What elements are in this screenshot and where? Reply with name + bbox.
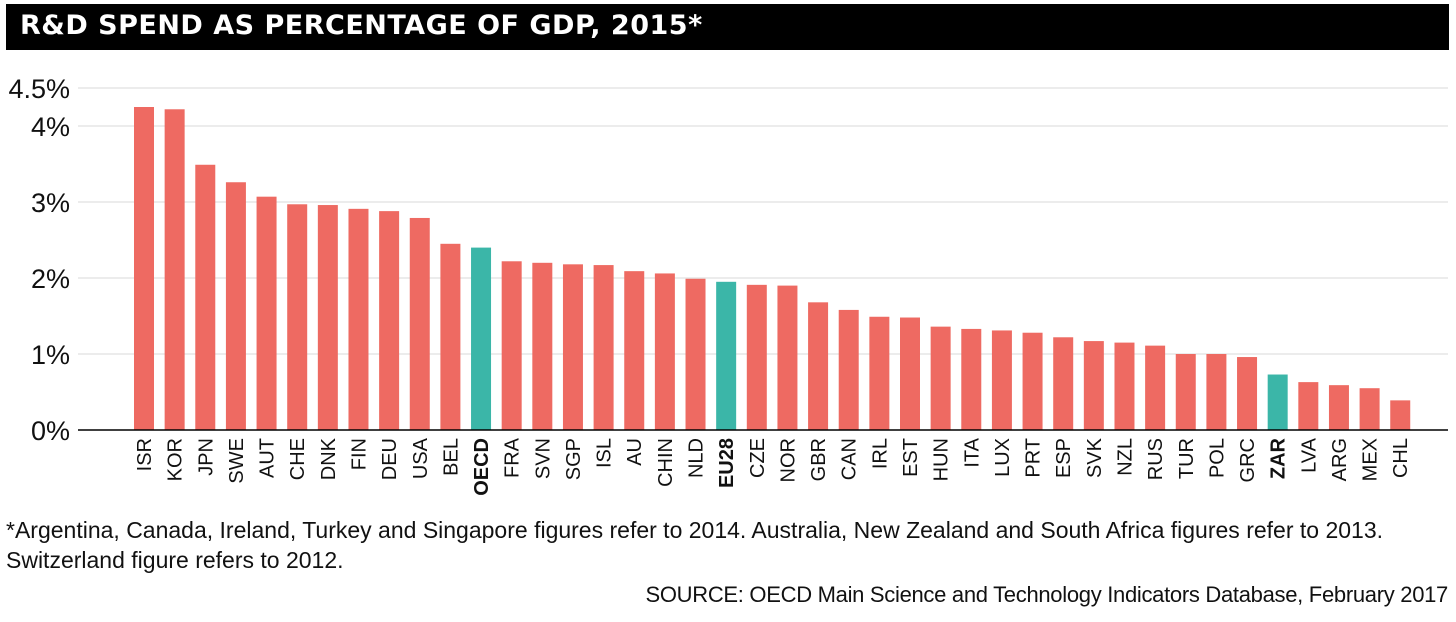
bar [1328, 385, 1349, 430]
x-tick-label: GRC [1237, 438, 1259, 482]
bar [685, 278, 706, 430]
x-tick-label: ISR [134, 438, 156, 471]
y-tick-label: 2% [31, 264, 70, 294]
bar [256, 196, 277, 430]
x-tick-label: CHE [287, 438, 309, 480]
bar [1175, 354, 1196, 430]
bar [317, 205, 338, 430]
bar [746, 284, 767, 430]
x-tick-label: JPN [195, 438, 217, 476]
y-tick-label: 4.5% [8, 74, 70, 104]
x-tick-label: CHIN [655, 438, 677, 487]
x-tick-label: USA [410, 437, 432, 479]
bar [134, 107, 154, 430]
bar-chart: 0% 1% 2% 3% 4% 4.5% ISR KOR JPN SWE AUT CHE DNK FIN DE… [8, 74, 1448, 496]
bar [562, 264, 583, 430]
bar [225, 182, 246, 430]
bar [1390, 400, 1411, 430]
x-tick-label: AU [624, 438, 646, 466]
bar [164, 109, 185, 430]
x-tick-label: SWE [226, 438, 248, 484]
x-tick-label: ZAR [1268, 437, 1290, 479]
bar [593, 265, 614, 430]
x-tick-label: CHL [1390, 438, 1412, 478]
x-tick-label: HUN [931, 438, 953, 481]
x-tick-label: ARG [1329, 438, 1351, 481]
y-tick-label: 3% [31, 188, 70, 218]
x-tick-label: SVN [532, 438, 554, 479]
title-bar: R&D SPEND AS PERCENTAGE OF GDP, 2015* [6, 4, 1449, 50]
bar [1145, 345, 1166, 430]
x-tick-label: LUX [992, 438, 1014, 477]
x-tick-label: OECD [471, 438, 493, 496]
bar [1267, 374, 1288, 430]
x-tick-label: FIN [348, 438, 370, 470]
bar [532, 262, 553, 430]
x-tick-label: ESP [1053, 438, 1075, 478]
y-tick-label: 4% [31, 112, 70, 142]
bar [869, 316, 890, 430]
bar [379, 211, 400, 430]
x-tick-label: SGP [563, 438, 585, 480]
x-tick-label: PRT [1023, 438, 1045, 478]
bar [440, 243, 461, 430]
x-tick-label: CAN [839, 438, 861, 480]
bar [1083, 341, 1104, 430]
x-tick-label: NLD [686, 438, 708, 478]
bar [991, 330, 1012, 430]
x-tick-label: DEU [379, 438, 401, 480]
bar [1114, 342, 1135, 430]
x-tick-label: DNK [318, 437, 340, 480]
bar [287, 204, 308, 430]
chart-title: R&D SPEND AS PERCENTAGE OF GDP, 2015* [20, 10, 703, 41]
x-tick-label: AUT [257, 438, 279, 478]
x-tick-label: MEX [1360, 438, 1382, 481]
x-tick-label: POL [1206, 438, 1228, 478]
bar [624, 271, 645, 430]
bar [501, 261, 522, 430]
footnote-line-2: Switzerland figure refers to 2012. [6, 547, 344, 573]
y-tick-label: 0% [31, 416, 70, 446]
x-tick-label: FRA [502, 437, 524, 478]
bar [1359, 388, 1380, 430]
bar [900, 317, 920, 430]
bar [348, 208, 369, 430]
bar [471, 247, 492, 430]
x-tick-label: EU28 [716, 438, 738, 488]
bar [961, 328, 982, 430]
bar [716, 281, 737, 430]
x-tick-label: LVA [1298, 437, 1320, 472]
x-tick-label: EST [900, 438, 922, 477]
source-note: SOURCE: OECD Main Science and Technology… [645, 582, 1448, 607]
x-tick-label: KOR [165, 438, 187, 481]
bar [777, 285, 798, 430]
bar [409, 217, 430, 430]
bar [1022, 332, 1043, 430]
x-tick-label: CZE [747, 438, 769, 478]
x-tick-label: TUR [1176, 438, 1198, 479]
bar [808, 302, 829, 430]
bar [1206, 354, 1227, 430]
bar [654, 273, 675, 430]
x-tick-label: GBR [808, 438, 830, 481]
x-tick-label: NOR [777, 438, 799, 482]
x-tick-label: ITA [961, 437, 983, 467]
y-tick-label: 1% [31, 340, 70, 370]
bar [1237, 357, 1258, 430]
x-tick-label: BEL [440, 438, 462, 476]
footnote: *Argentina, Canada, Ireland, Turkey and … [6, 515, 1446, 575]
x-tick-label: IRL [869, 438, 891, 469]
bar [195, 164, 216, 430]
x-tick-label: ISL [594, 438, 616, 468]
footnote-line-1: *Argentina, Canada, Ireland, Turkey and … [6, 517, 1384, 543]
bar [1053, 337, 1074, 430]
x-tick-label: NZL [1114, 438, 1136, 476]
bar [1298, 382, 1319, 430]
x-tick-label: RUS [1145, 438, 1167, 480]
bar [930, 326, 951, 430]
x-tick-label: SVK [1084, 437, 1106, 478]
bar [838, 309, 859, 430]
